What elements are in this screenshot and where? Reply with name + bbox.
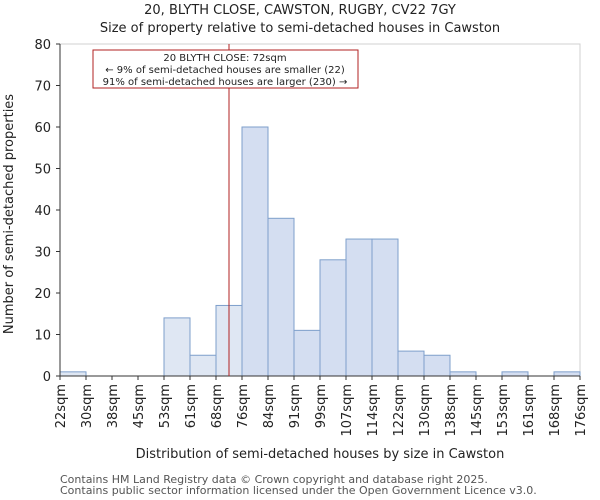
histogram-bar: [371, 238, 399, 377]
histogram-bar: [267, 217, 295, 377]
y-tick-label: 60: [34, 121, 51, 136]
histogram-bar: [163, 317, 191, 377]
x-tick-label: 114sqm: [366, 384, 381, 437]
x-tick-label: 61sqm: [184, 384, 199, 428]
x-tick-label: 45sqm: [132, 384, 147, 428]
x-tick-label: 30sqm: [80, 384, 95, 428]
x-tick-label: 91sqm: [288, 384, 303, 428]
x-tick-label: 153sqm: [496, 384, 511, 437]
histogram-bar: [59, 371, 87, 377]
annotation-line-1: 20 BLYTH CLOSE: 72sqm: [163, 53, 286, 64]
x-tick-label: 168sqm: [548, 384, 563, 437]
histogram-bar: [423, 354, 451, 377]
annotation-box: [92, 49, 359, 89]
histogram-bar: [241, 126, 269, 377]
y-tick-label: 50: [34, 163, 51, 178]
y-tick-label: 0: [43, 370, 51, 385]
footer-copyright: Contains HM Land Registry data © Crown c…: [60, 473, 488, 486]
y-tick-label: 40: [34, 204, 51, 219]
histogram-bar: [397, 350, 425, 377]
annotation-line-3: 91% of semi-detached houses are larger (…: [103, 77, 348, 88]
y-tick-label: 70: [34, 80, 51, 95]
histogram-bar: [293, 329, 321, 377]
x-tick-label: 68sqm: [210, 384, 225, 428]
x-tick-label: 99sqm: [314, 384, 329, 428]
x-tick-label: 22sqm: [54, 384, 69, 428]
y-tick-label: 20: [34, 287, 51, 302]
histogram-bar: [449, 371, 477, 377]
y-axis-label: Number of semi-detached properties: [2, 94, 17, 334]
x-tick-label: 176sqm: [574, 384, 589, 437]
x-axis-label: Distribution of semi-detached houses by …: [136, 447, 505, 462]
chart-subtitle: Size of property relative to semi-detach…: [99, 21, 501, 36]
histogram-bar: [501, 371, 529, 377]
histogram-bar: [319, 259, 347, 377]
x-tick-label: 76sqm: [236, 384, 251, 428]
x-tick-label: 84sqm: [262, 384, 277, 428]
x-tick-label: 53sqm: [158, 384, 173, 428]
annotation-line-2: ← 9% of semi-detached houses are smaller…: [105, 65, 345, 76]
x-tick-label: 122sqm: [392, 384, 407, 437]
y-tick-label: 30: [34, 246, 51, 261]
x-tick-label: 138sqm: [444, 384, 459, 437]
y-tick-label: 80: [34, 38, 51, 53]
x-tick-label: 107sqm: [340, 384, 355, 437]
footer-licence: Contains public sector information licen…: [60, 484, 537, 497]
histogram-bar: [553, 371, 581, 377]
x-tick-label: 130sqm: [418, 384, 433, 437]
x-tick-label: 145sqm: [470, 384, 485, 437]
chart-title: 20, BLYTH CLOSE, CAWSTON, RUGBY, CV22 7G…: [144, 3, 456, 18]
x-tick-label: 38sqm: [106, 384, 121, 428]
histogram-bar: [189, 354, 217, 377]
y-tick-label: 10: [34, 329, 51, 344]
x-tick-label: 161sqm: [522, 384, 537, 437]
histogram-bar: [345, 238, 373, 377]
